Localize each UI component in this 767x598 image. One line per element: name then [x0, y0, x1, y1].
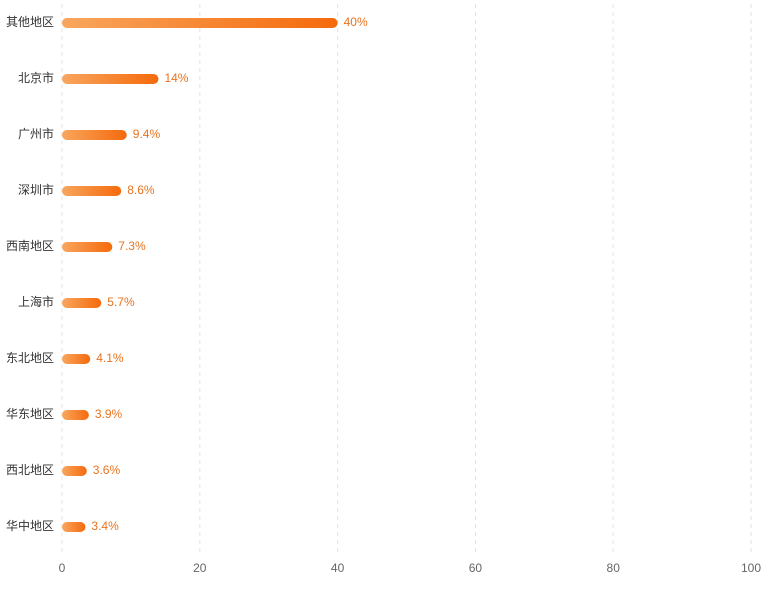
y-tick-label: 北京市 — [18, 70, 54, 85]
bar — [62, 18, 338, 28]
y-tick-label: 上海市 — [18, 294, 54, 309]
value-label: 3.4% — [91, 519, 119, 533]
value-label: 5.7% — [107, 295, 135, 309]
bar — [62, 354, 91, 364]
y-tick-label: 其他地区 — [6, 15, 54, 29]
value-label: 3.9% — [95, 407, 123, 421]
y-tick-label: 广州市 — [18, 126, 54, 141]
bar — [62, 74, 159, 84]
bar — [62, 298, 102, 308]
y-tick-label: 东北地区 — [6, 351, 54, 365]
x-tick-label: 60 — [469, 561, 483, 575]
bar — [62, 242, 113, 252]
x-tick-label: 20 — [193, 561, 207, 575]
y-tick-label: 西北地区 — [6, 463, 54, 477]
value-label: 7.3% — [118, 239, 146, 253]
bar — [62, 522, 86, 532]
value-label: 9.4% — [133, 127, 161, 141]
bar — [62, 466, 87, 476]
y-tick-label: 华东地区 — [6, 407, 54, 421]
bar — [62, 186, 122, 196]
y-tick-label: 深圳市 — [18, 182, 54, 197]
bar — [62, 410, 89, 420]
value-label: 4.1% — [96, 351, 124, 365]
y-tick-label: 西南地区 — [6, 238, 54, 253]
bar — [62, 130, 127, 140]
x-tick-label: 80 — [607, 561, 621, 575]
value-label: 40% — [344, 15, 368, 29]
value-label: 3.6% — [93, 463, 121, 477]
value-label: 8.6% — [127, 183, 155, 197]
value-label: 14% — [164, 71, 188, 85]
y-tick-label: 华中地区 — [6, 518, 54, 533]
x-tick-label: 100 — [741, 561, 761, 575]
x-tick-label: 0 — [59, 561, 66, 575]
x-tick-label: 40 — [331, 561, 345, 575]
